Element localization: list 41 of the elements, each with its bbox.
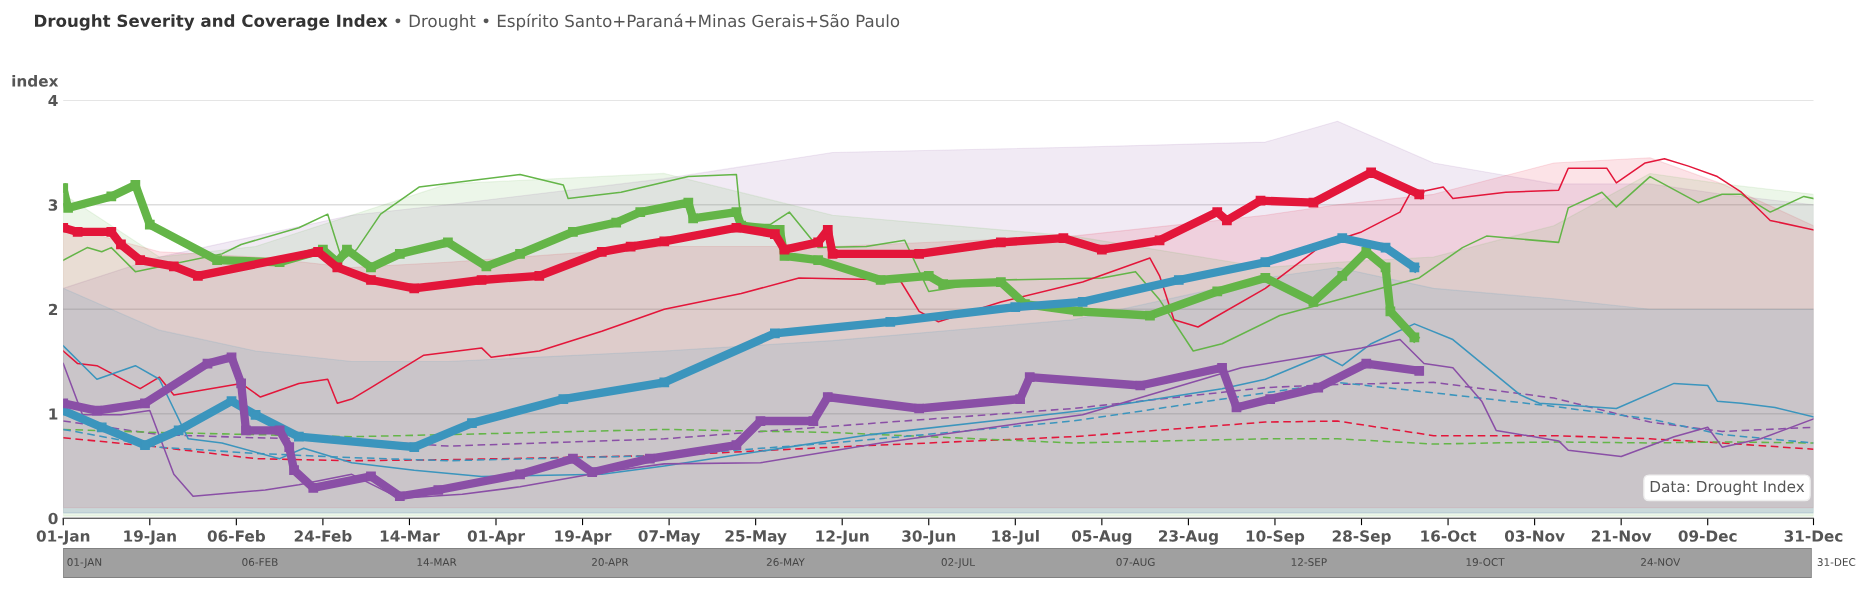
text: 20-APR <box>592 558 629 566</box>
text: 24-NOV <box>1641 558 1681 566</box>
x-tick-label: 05-Aug <box>1071 530 1132 545</box>
x-tick-label: 06-Feb <box>207 530 266 542</box>
y-tick-label: 0 <box>48 512 58 525</box>
text: 02-JUL <box>941 558 975 568</box>
chart-title: Drought Severity and Coverage Index <box>35 14 388 31</box>
annotation: Data: Drought Index <box>1650 480 1805 496</box>
x-tick-label: 12-Jun <box>816 530 869 545</box>
text: 07-AUG <box>1116 558 1155 566</box>
x-tick-label: 14-Mar <box>380 530 440 542</box>
x-tick-label: 01-Apr <box>467 530 525 545</box>
x-tick-label: 30-Jun <box>902 530 956 545</box>
x-tick-label: 31-Dec <box>1784 530 1843 542</box>
chart-subtitle: • Drought • Espírito Santo+Paraná+Minas Gerais+São Paulo <box>395 13 900 31</box>
x-tick-label: 21-Nov <box>1591 530 1652 542</box>
text: 12-SEP <box>1291 558 1327 566</box>
x-tick-label: 18-Jul <box>992 530 1039 545</box>
y-tick-label: 1 <box>49 408 58 420</box>
text: 14-MAR <box>417 558 457 566</box>
x-tick-label: 16-Oct <box>1421 530 1477 542</box>
x-tick-label: 10-Sep <box>1246 530 1305 545</box>
y-tick-label: 4 <box>48 94 58 107</box>
y-tick-label: 3 <box>48 199 58 211</box>
x-tick-label: 09-Dec <box>1678 530 1737 542</box>
x-tick-label: 24-Feb <box>294 530 352 542</box>
y-axis-title: index <box>12 74 59 87</box>
text: 31-DEC <box>1817 558 1856 566</box>
x-tick-label: 25-May <box>725 530 787 545</box>
x-tick-label: 01-Jan <box>36 530 90 545</box>
x-tick-label: 28-Sep <box>1332 530 1391 545</box>
text: 06-FEB <box>242 558 278 566</box>
text: 26-MAY <box>766 558 805 566</box>
text: 01-JAN <box>67 558 102 568</box>
x-tick-label: 19-Apr <box>555 530 612 545</box>
x-tick-label: 03-Nov <box>1504 530 1565 542</box>
x-tick-label: 23-Aug <box>1159 530 1218 545</box>
text: 19-OCT <box>1466 558 1505 566</box>
y-tick-label: 2 <box>48 303 58 316</box>
x-tick-label: 07-May <box>638 530 701 545</box>
x-tick-label: 19-Jan <box>124 530 176 545</box>
